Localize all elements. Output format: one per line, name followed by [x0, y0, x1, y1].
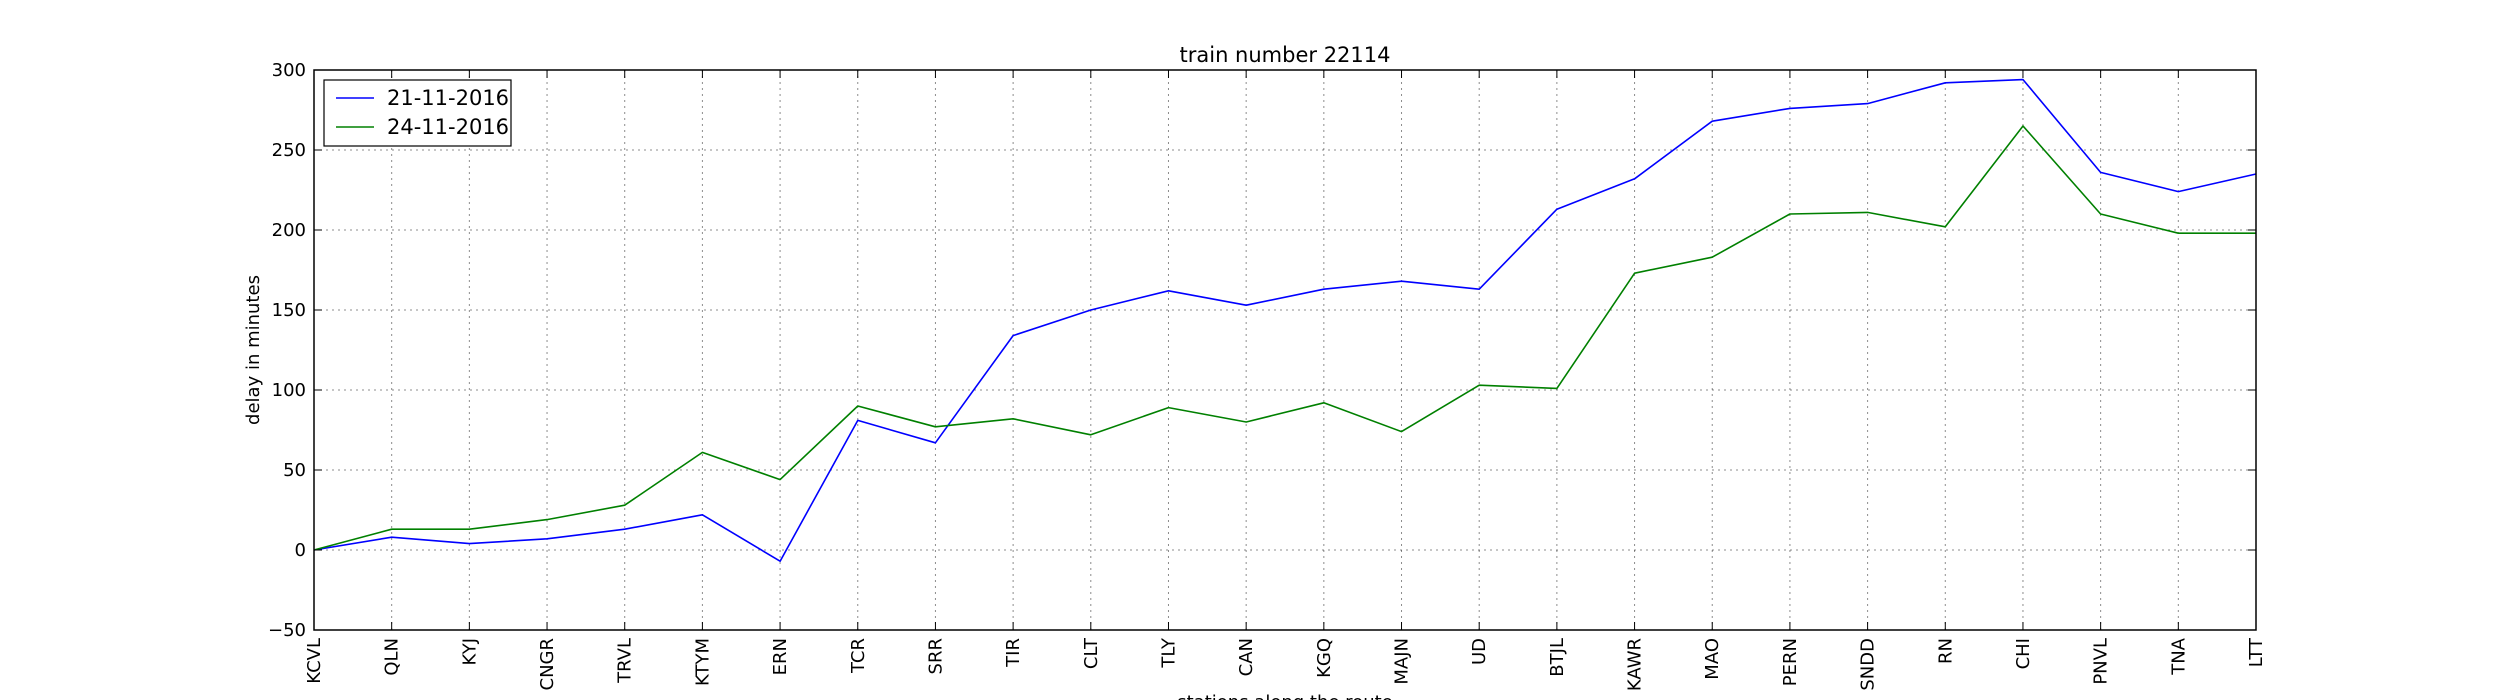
legend-entry: 24-11-2016	[387, 115, 509, 139]
grid-lines	[313, 69, 2257, 631]
series-line	[313, 125, 2256, 551]
x-tick-label: PERN	[1780, 638, 1801, 686]
y-tick-label: 150	[272, 300, 306, 321]
x-tick-label: LTT	[2246, 637, 2267, 667]
legend: 21-11-2016 24-11-2016	[323, 79, 512, 147]
y-axis-label: delay in minutes	[243, 275, 264, 425]
x-tick-label: TRVL	[615, 638, 636, 684]
chart-title: train number 22114	[1180, 43, 1391, 67]
x-tick-label: UD	[1469, 638, 1490, 665]
y-tick-label: 0	[295, 540, 306, 561]
y-tick-label: 50	[283, 460, 306, 481]
x-tick-label: TLY	[1158, 637, 1179, 669]
x-tick-label: KTYM	[692, 638, 713, 686]
legend-entry: 21-11-2016	[387, 86, 509, 110]
plot-area-frame	[313, 69, 2257, 631]
x-tick-label: KGQ	[1314, 638, 1335, 678]
x-tick-label: TNA	[2168, 637, 2189, 675]
series-line	[313, 78, 2257, 563]
x-tick-label: BTJL	[1547, 638, 1568, 677]
x-tick-label: QLN	[382, 638, 403, 676]
x-tick-label: CLT	[1081, 637, 1102, 669]
x-tick-label: ERN	[770, 638, 791, 675]
x-tick-label: CAN	[1236, 638, 1257, 676]
x-tick-label: PNVL	[2091, 638, 2112, 685]
y-tick-label: 200	[272, 220, 306, 241]
x-tick-label: KCVL	[304, 638, 325, 684]
x-tick-label: KAWR	[1625, 638, 1646, 691]
x-tick-label: SNDD	[1858, 638, 1879, 691]
x-tick-label: RN	[1935, 638, 1956, 664]
x-tick-label: TCR	[848, 638, 869, 674]
x-tick-label: CNGR	[537, 638, 558, 691]
y-tick-label: 300	[272, 60, 306, 81]
legend-box	[323, 79, 512, 147]
x-axis-label: stations along the route	[1177, 692, 1392, 700]
y-tick-label: −50	[268, 620, 306, 641]
x-tick-label: CHI	[2013, 638, 2034, 669]
x-tick-label: MAO	[1702, 638, 1723, 680]
x-tick-label: SRR	[925, 638, 946, 674]
x-tick-label: MAJN	[1392, 638, 1413, 685]
x-tick-label: KYJ	[459, 638, 480, 665]
x-tick-label: TIR	[1003, 638, 1024, 668]
y-tick-label: 100	[272, 380, 306, 401]
y-tick-label: 250	[272, 140, 306, 161]
axis-ticks: KCVL QLN KYJ CNGR TRVL KTYM ERN TCR SRR TIR CLT TLY…	[268, 60, 2267, 691]
series-lines	[313, 78, 2257, 563]
